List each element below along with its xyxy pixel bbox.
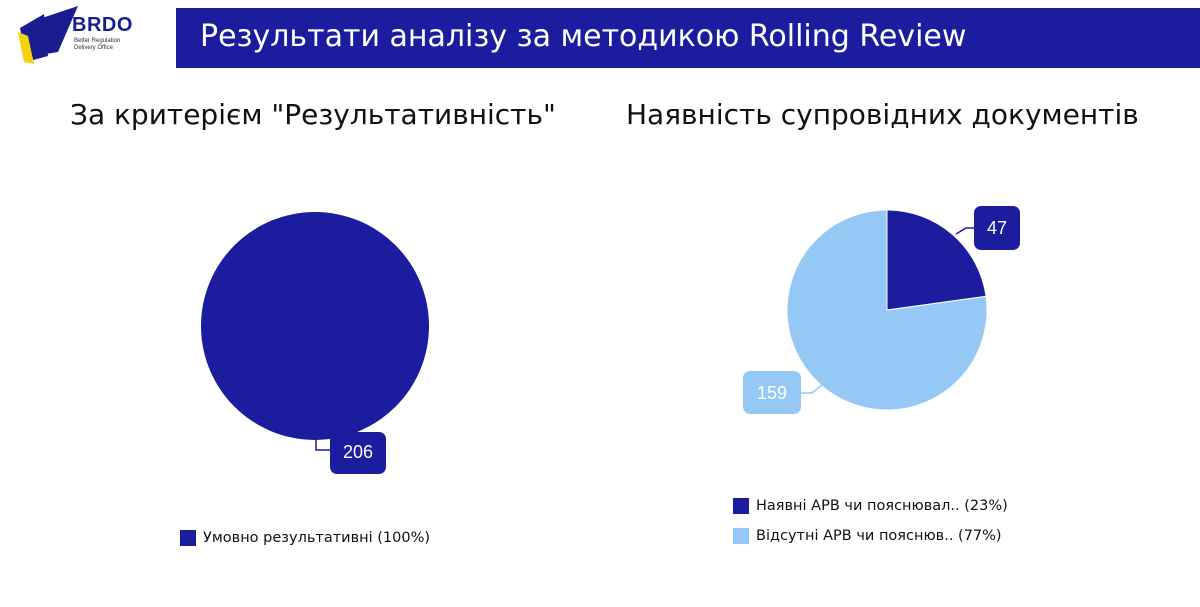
data-label-1-1: 206: [343, 442, 373, 462]
page-title: Результати аналізу за методикою Rolling …: [200, 19, 967, 54]
data-label-leader-2-1: [955, 227, 974, 235]
data-label-2-1: 47: [987, 218, 1007, 238]
brdo-logo-mark-icon: [18, 6, 78, 64]
chart-title-documents: Наявність супровідних документів: [626, 98, 1139, 131]
legend-swatch: [180, 530, 196, 546]
data-label-box-1-1: [330, 432, 386, 474]
legend-item-2-1: Наявні АРВ чи пояснювал.. (23%): [733, 498, 1008, 514]
data-label-leader-2-2: [801, 384, 823, 394]
data-label-box-2-2: [743, 371, 801, 414]
logo-name: BRDO: [72, 14, 133, 36]
logo-sub-line-1: Better Regulation: [74, 38, 121, 44]
logo-subtitle: Better Regulation Delivery Office: [74, 38, 144, 52]
legend-swatch: [733, 528, 749, 544]
legend-label: Умовно результативні (100%): [203, 530, 431, 546]
data-label-box-2-1: [974, 206, 1020, 250]
data-label-leader-1-1: [315, 440, 330, 451]
header-banner: Результати аналізу за методикою Rolling …: [176, 8, 1200, 68]
logo-sub-line-2: Delivery Office: [74, 45, 113, 51]
chart-title-effectiveness: За критерієм "Результативність": [70, 98, 556, 131]
pie-slice-1-1: [201, 212, 429, 440]
legend-item-1-1: Умовно результативні (100%): [180, 530, 430, 546]
legend-swatch: [733, 498, 749, 514]
legend-label: Наявні АРВ чи пояснювал.. (23%): [756, 498, 1008, 514]
legend-label: Відсутні АРВ чи пояснюв.. (77%): [756, 528, 1002, 544]
brdo-logo: BRDO Better Regulation Delivery Office: [14, 6, 174, 68]
legend-item-2-2: Відсутні АРВ чи пояснюв.. (77%): [733, 528, 1002, 544]
data-label-2-2: 159: [757, 383, 787, 403]
pie-slice-2-1: [886, 209, 987, 311]
